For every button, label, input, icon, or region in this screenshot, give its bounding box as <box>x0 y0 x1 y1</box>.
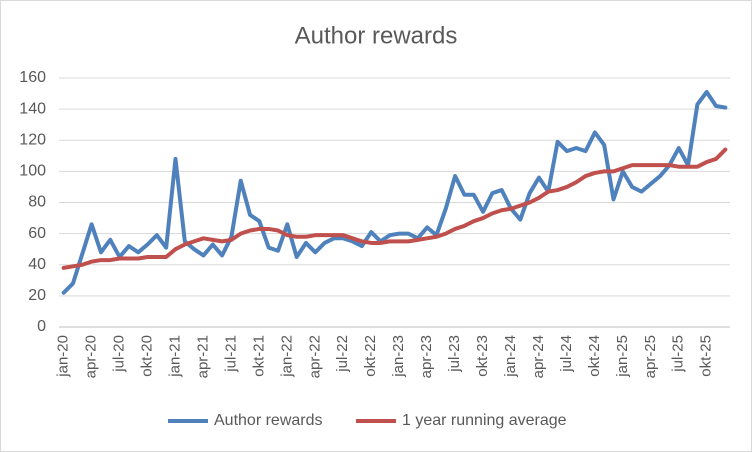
x-tick-label: jan-21 <box>166 335 183 378</box>
x-tick-label: apr-22 <box>306 335 323 378</box>
x-tick-label: apr-23 <box>418 335 435 378</box>
x-tick-label: apr-25 <box>642 335 659 378</box>
chart-title: Author rewards <box>295 22 458 49</box>
x-tick-label: okt-23 <box>474 335 491 377</box>
y-tick-label: 140 <box>19 100 46 117</box>
y-tick-label: 60 <box>28 225 46 242</box>
x-tick-label: apr-21 <box>194 335 211 378</box>
x-tick-label: jul-21 <box>222 335 239 373</box>
y-tick-label: 120 <box>19 131 46 148</box>
legend-label: Author rewards <box>214 412 323 429</box>
x-tick-label: jul-25 <box>670 335 687 373</box>
x-tick-label: apr-20 <box>83 335 100 378</box>
y-tick-label: 20 <box>28 287 46 304</box>
y-tick-label: 0 <box>37 318 46 335</box>
x-tick-label: jan-22 <box>278 335 295 378</box>
x-tick-label: jul-23 <box>446 335 463 373</box>
x-tick-label: okt-25 <box>698 335 715 377</box>
x-tick-label: okt-24 <box>586 335 603 377</box>
y-tick-label: 160 <box>19 69 46 86</box>
x-tick-label: jan-20 <box>55 335 72 378</box>
x-tick-label: jan-25 <box>614 335 631 378</box>
line-series <box>61 147 728 270</box>
x-tick-label: jul-24 <box>558 335 575 373</box>
y-tick-label: 40 <box>28 256 46 273</box>
x-tick-label: okt-22 <box>362 335 379 377</box>
x-tick-label: okt-21 <box>250 335 267 377</box>
x-tick-label: jul-22 <box>334 335 351 373</box>
x-tick-label: okt-20 <box>139 335 156 377</box>
x-tick-label: apr-24 <box>530 335 547 378</box>
legend-label: 1 year running average <box>402 412 567 429</box>
x-tick-label: jan-23 <box>390 335 407 378</box>
x-tick-label: jul-20 <box>111 335 128 373</box>
y-tick-label: 80 <box>28 194 46 211</box>
y-tick-label: 100 <box>19 163 46 180</box>
x-tick-label: jan-24 <box>502 335 519 378</box>
line-series <box>61 90 728 295</box>
